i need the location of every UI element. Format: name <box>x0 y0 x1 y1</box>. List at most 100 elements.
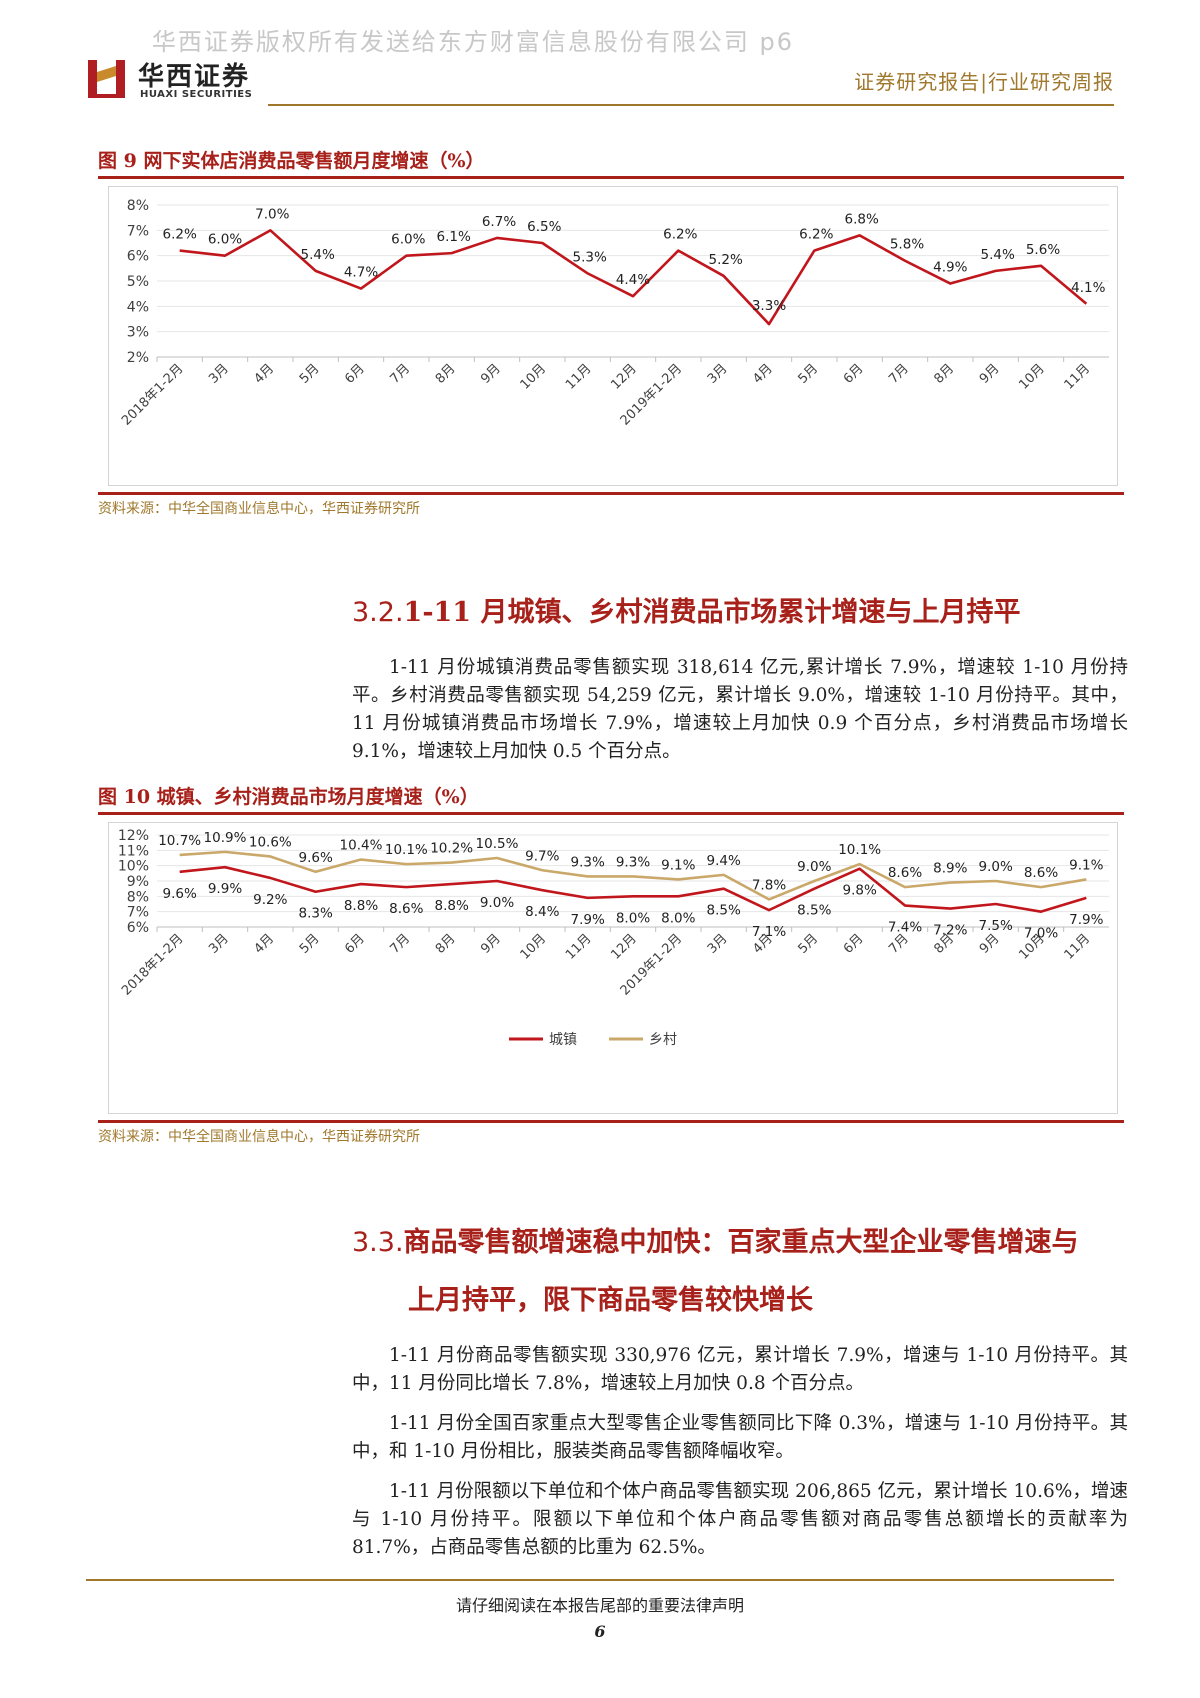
data-label: 9.6% <box>163 886 197 902</box>
x-tick-label: 6月 <box>342 931 368 957</box>
data-label: 5.4% <box>981 247 1015 263</box>
data-label: 6.8% <box>845 211 879 227</box>
x-tick-label: 11月 <box>563 361 594 392</box>
x-tick-label: 8月 <box>932 361 958 387</box>
page-number: 6 <box>594 1622 606 1641</box>
x-tick-label: 4月 <box>252 931 278 957</box>
company-logo: 华西证券 HUAXI SECURITIES <box>86 56 286 104</box>
section-3-3-paragraph-3: 1-11 月份限额以下单位和个体户商品零售额实现 206,865 亿元，累计增长… <box>352 1481 1128 1558</box>
data-label: 7.9% <box>571 912 605 928</box>
figure9-title: 图 9 网下实体店消费品零售额月度增速（%） <box>98 150 485 172</box>
legend-label-rural: 乡村 <box>649 1032 677 1048</box>
figure9-bottom-rule <box>98 492 1124 495</box>
data-label: 8.6% <box>389 901 423 917</box>
x-tick-label: 10月 <box>518 931 549 962</box>
x-tick-label: 5月 <box>297 931 323 957</box>
section-3-3-paragraph-2: 1-11 月份全国百家重点大型零售企业零售额同比下降 0.3%，增速与 1-10… <box>352 1413 1128 1462</box>
x-tick-label: 3月 <box>206 361 232 387</box>
data-label: 9.3% <box>616 854 650 870</box>
figure9-chart: 2% 3% 4% 5% 6% 7% 8% 2018年1-2月 3月 4月 5月 6月 7月 8月 9月 10月… <box>119 198 1109 429</box>
data-label: 9.2% <box>253 892 287 908</box>
data-label: 9.6% <box>299 850 333 866</box>
data-label: 10.5% <box>476 836 519 852</box>
section-3-3-number: 3.3. <box>352 1227 404 1258</box>
section-3-3-title: 3.3.商品零售额增速稳中加快：百家重点大型企业零售增速与 <box>352 1220 1079 1259</box>
figure10-title: 图 10 城镇、乡村消费品市场月度增速（%） <box>98 786 479 808</box>
data-label: 10.1% <box>838 842 881 858</box>
y-tick-label: 10% <box>118 859 149 875</box>
x-tick-label: 9月 <box>977 931 1003 957</box>
data-label: 7.4% <box>888 920 922 936</box>
x-tick-label: 3月 <box>206 931 232 957</box>
logo-text-cn: 华西证券 <box>138 62 251 92</box>
figure10-source: 资料来源：中华全国商业信息中心，华西证券研究所 <box>98 1129 420 1145</box>
legend-label-urban: 城镇 <box>549 1032 577 1048</box>
x-tick-label: 3月 <box>705 931 731 957</box>
y-tick-label: 7% <box>127 905 149 921</box>
data-label: 6.0% <box>391 232 425 248</box>
data-label: 7.0% <box>255 206 289 222</box>
section-3-2-number: 3.2. <box>352 597 404 628</box>
section-3-3-heading-line2: 上月持平，限下商品零售较快增长 <box>408 1285 813 1316</box>
data-label: 5.8% <box>890 237 924 253</box>
data-label: 6.0% <box>208 232 242 248</box>
x-tick-label: 5月 <box>796 361 822 387</box>
data-label: 9.0% <box>979 859 1013 875</box>
data-label: 7.8% <box>752 877 786 893</box>
data-label: 9.9% <box>208 881 242 897</box>
data-label: 8.8% <box>435 898 469 914</box>
data-label: 6.1% <box>437 229 471 245</box>
x-tick-label: 9月 <box>478 361 504 387</box>
data-label: 7.1% <box>752 924 786 940</box>
data-label: 6.2% <box>799 227 833 243</box>
data-label: 10.7% <box>158 833 201 849</box>
data-label: 5.3% <box>573 249 607 265</box>
x-tick-label: 7月 <box>886 361 912 387</box>
data-label: 9.7% <box>525 848 559 864</box>
y-tick-label: 5% <box>127 274 149 290</box>
data-label: 7.0% <box>1024 926 1058 942</box>
x-tick-label: 11月 <box>563 931 594 962</box>
x-tick-label: 8月 <box>433 361 459 387</box>
data-label: 8.9% <box>933 861 967 877</box>
y-tick-label: 11% <box>118 843 149 859</box>
data-label: 9.1% <box>661 857 695 873</box>
x-tick-label: 2018年1-2月 <box>119 931 186 998</box>
x-tick-label: 10月 <box>518 361 549 392</box>
data-label: 4.9% <box>933 260 967 276</box>
series-line-retail <box>179 229 1088 326</box>
x-tick-label: 9月 <box>478 931 504 957</box>
x-tick-label: 4月 <box>252 361 278 387</box>
logo-mark-icon <box>88 60 125 98</box>
data-label: 6.7% <box>482 214 516 230</box>
section-3-3-heading-line1: 商品零售额增速稳中加快：百家重点大型企业零售增速与 <box>403 1227 1079 1258</box>
data-label: 8.8% <box>344 898 378 914</box>
data-label: 8.0% <box>661 910 695 926</box>
y-tick-label: 12% <box>118 828 149 844</box>
footer-divider <box>86 1579 1114 1581</box>
data-label: 4.4% <box>616 272 650 288</box>
data-label: 9.3% <box>571 854 605 870</box>
data-label: 10.9% <box>204 830 247 846</box>
data-label: 7.5% <box>979 918 1013 934</box>
data-label: 8.5% <box>707 903 741 919</box>
y-tick-label: 4% <box>127 299 149 315</box>
data-label: 6.2% <box>163 227 197 243</box>
figure9-chart-frame: 2% 3% 4% 5% 6% 7% 8% 2018年1-2月 3月 4月 5月 6月 7月 8月 9月 10月… <box>108 186 1118 486</box>
data-label: 7.2% <box>933 923 967 939</box>
figure10-bottom-rule <box>98 1120 1124 1123</box>
data-label: 8.4% <box>525 904 559 920</box>
series-line-rural <box>179 850 1087 901</box>
y-tick-label: 6% <box>127 920 149 936</box>
data-label: 10.2% <box>430 841 473 857</box>
data-label: 8.3% <box>299 906 333 922</box>
data-label: 4.7% <box>344 265 378 281</box>
figure9-top-rule <box>98 176 1124 179</box>
data-label: 9.4% <box>707 853 741 869</box>
x-tick-label: 7月 <box>388 931 414 957</box>
report-type-label: 证券研究报告|行业研究周报 <box>854 70 1114 94</box>
footer-disclaimer: 请仔细阅读在本报告尾部的重要法律声明 <box>455 1596 744 1615</box>
x-tick-label: 7月 <box>388 361 414 387</box>
x-tick-label: 10月 <box>1016 361 1047 392</box>
watermark: 华西证券版权所有发送给东方财富信息股份有限公司 p6 <box>151 28 795 56</box>
